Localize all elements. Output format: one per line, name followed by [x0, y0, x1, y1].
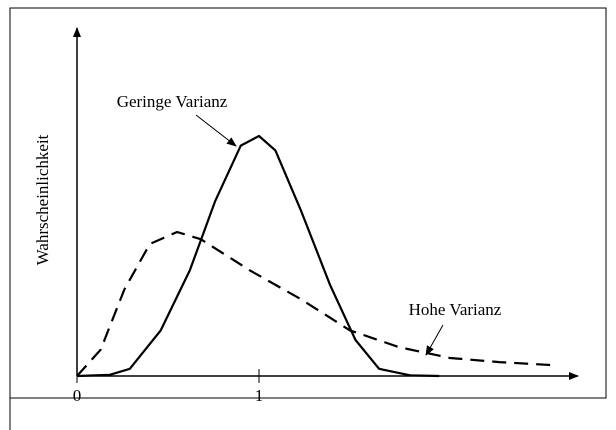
x-tick-label: 1 [255, 386, 264, 405]
y-axis-label: Wahrscheinlichkeit [33, 134, 52, 265]
annotation-arrow [425, 324, 444, 356]
series-line [76, 134, 440, 378]
annotation-arrow [195, 114, 237, 147]
frame [9, 7, 607, 399]
series-line [76, 230, 551, 377]
x-tick-label: 0 [73, 386, 82, 405]
annotation: Geringe Varianz [117, 92, 228, 111]
annotation: Hohe Varianz [409, 300, 502, 319]
